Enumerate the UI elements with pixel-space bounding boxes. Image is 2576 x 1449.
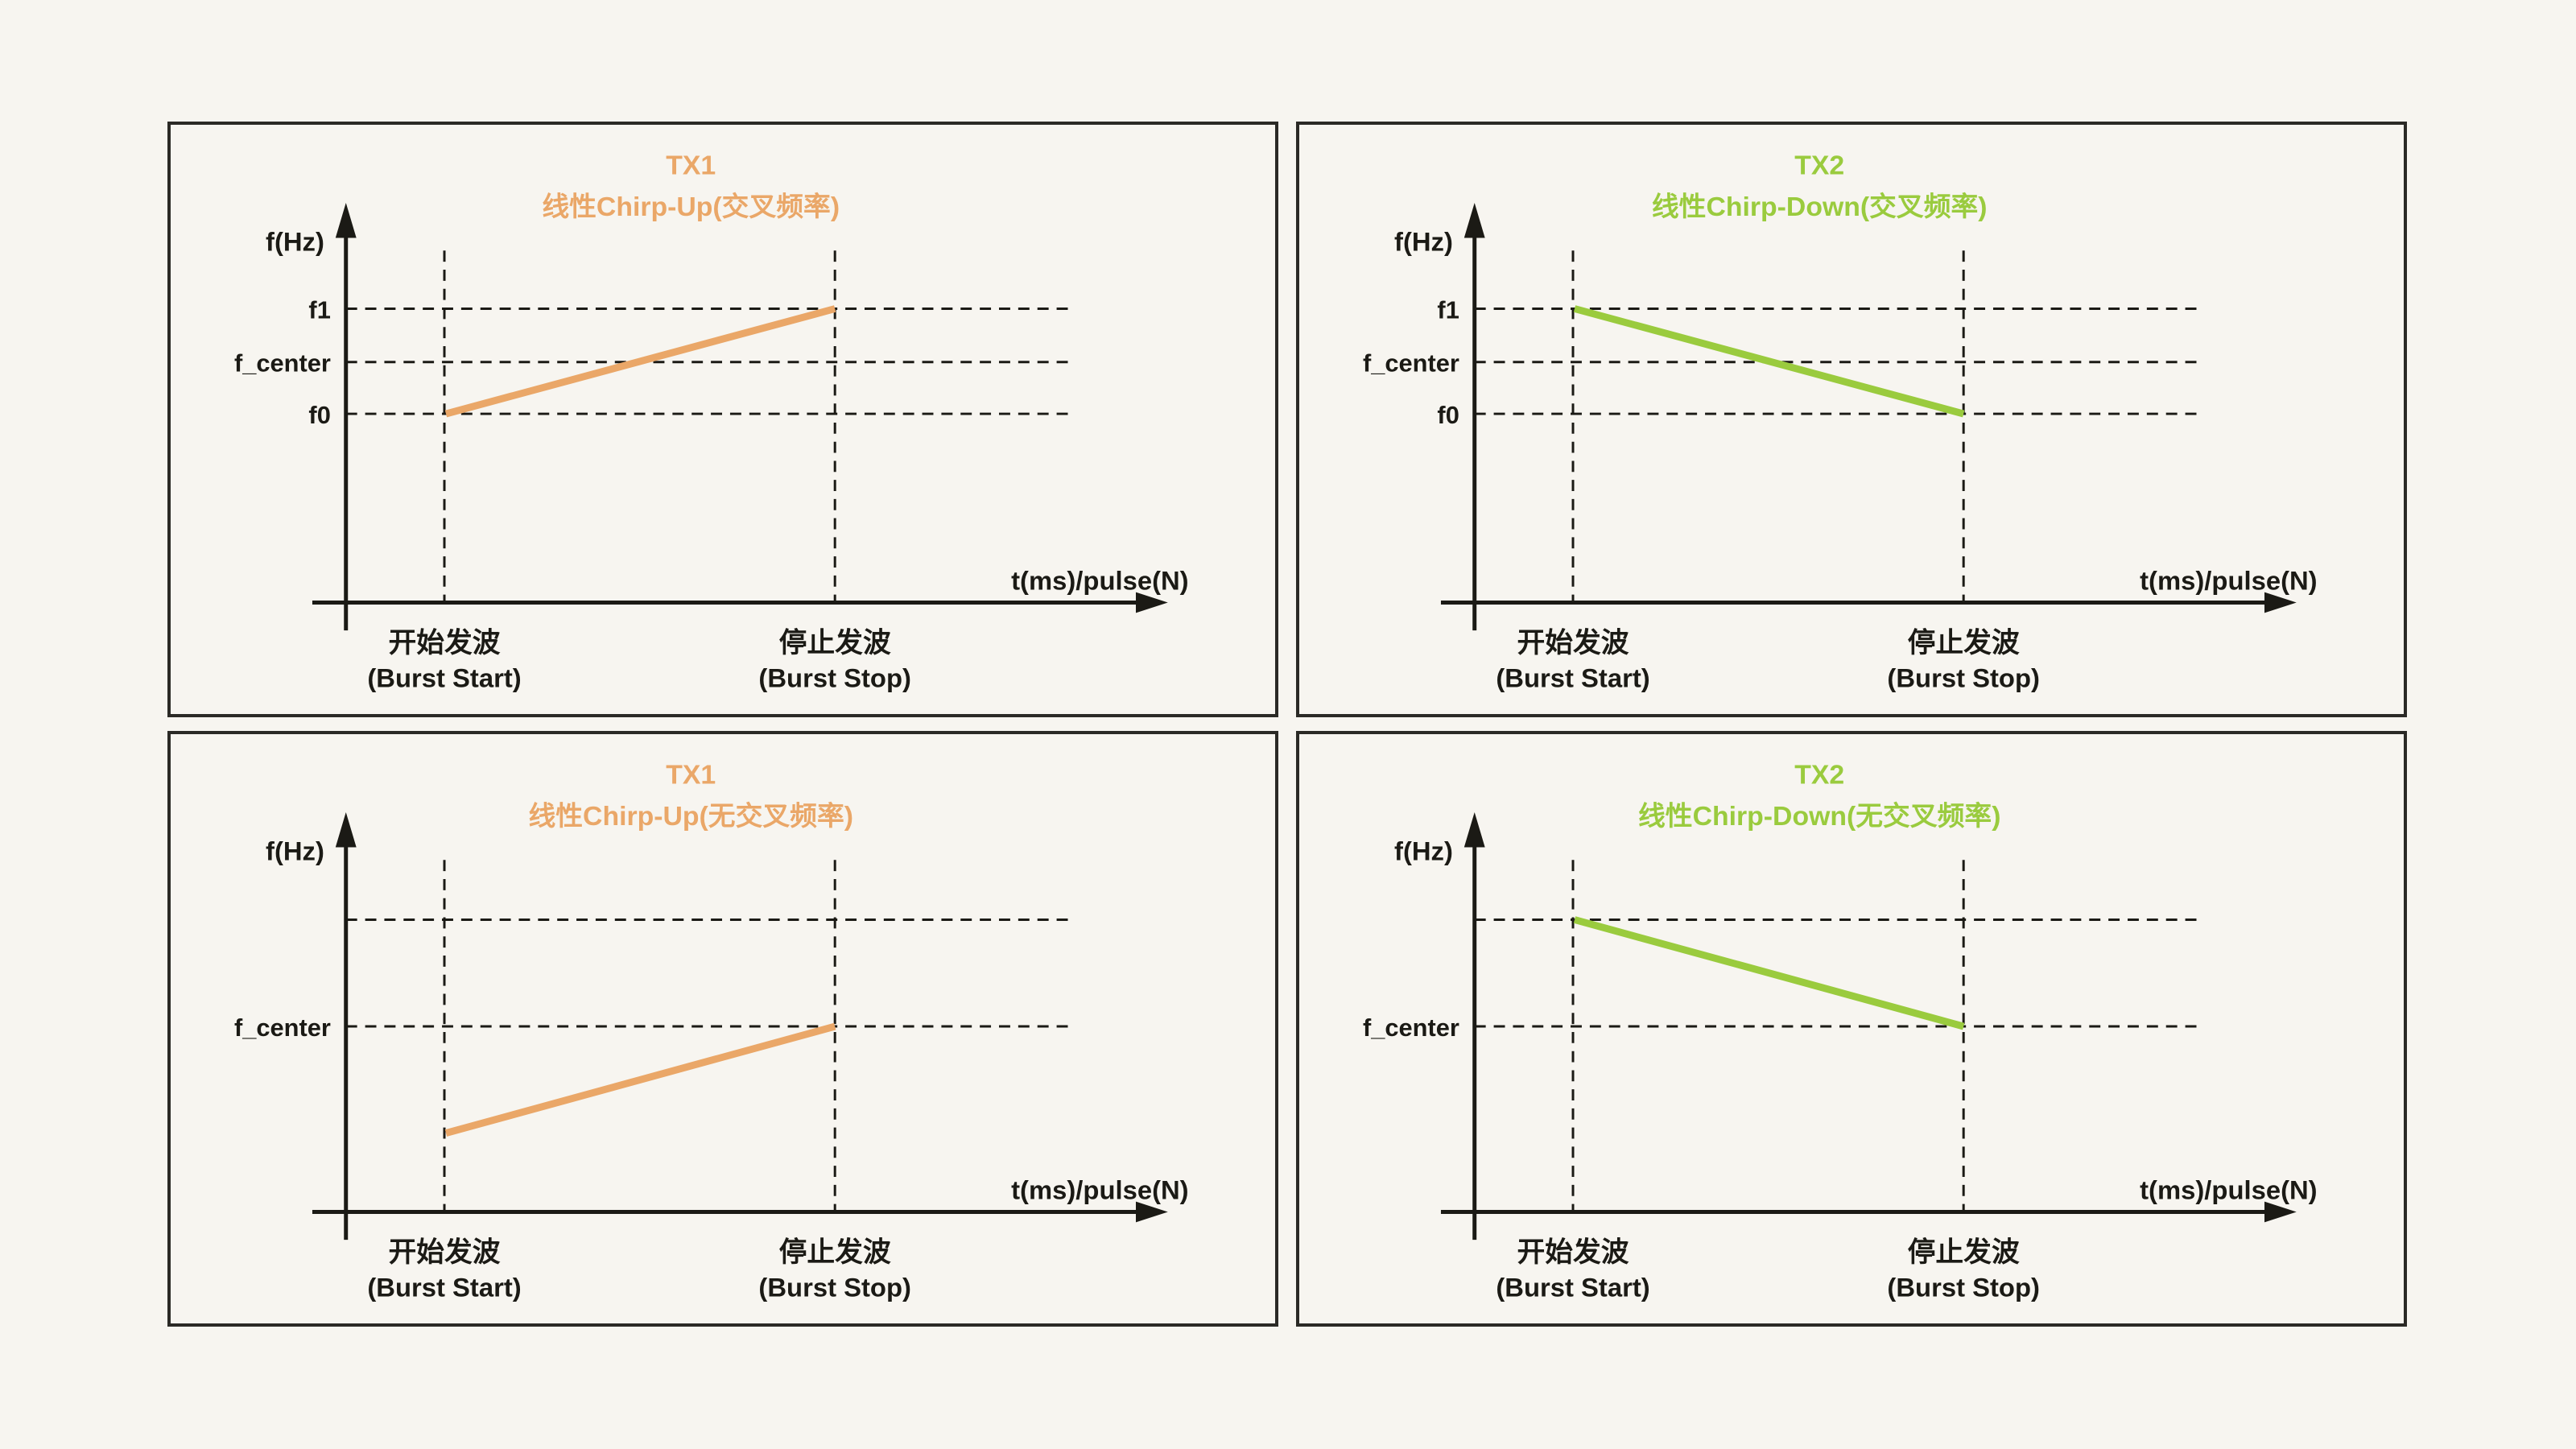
- panel-title-line1: TX2: [1794, 759, 1844, 790]
- burst-start-label-zh: 开始发波: [388, 1236, 500, 1268]
- tick-label-f-center: f_center: [234, 1013, 331, 1042]
- x-axis-label: t(ms)/pulse(N): [2140, 566, 2318, 596]
- y-axis-arrowhead: [335, 811, 357, 848]
- panel-title-line2: 线性Chirp-Up(无交叉频率): [528, 800, 853, 832]
- chirp-plot: TX1 线性Chirp-Up(交叉频率) f(Hz) t(ms)/pulse(N…: [234, 150, 1189, 692]
- y-axis-arrowhead: [1463, 811, 1485, 848]
- burst-stop-label-en: (Burst Stop): [1887, 1272, 2039, 1302]
- tick-label-f0: f0: [1437, 401, 1459, 429]
- chirp-line: [1573, 305, 1965, 418]
- x-axis-label: t(ms)/pulse(N): [1011, 1175, 1189, 1205]
- panel-tx2-chirp-down-noncrossing: TX2 线性Chirp-Down(无交叉频率) f(Hz) t(ms)/puls…: [1296, 731, 2407, 1327]
- y-axis-label: f(Hz): [266, 226, 324, 256]
- burst-start-label-zh: 开始发波: [1517, 1236, 1629, 1268]
- x-axis-arrowhead: [1136, 592, 1168, 613]
- chirp-line: [444, 1022, 836, 1137]
- y-axis-label: f(Hz): [266, 836, 324, 865]
- chirp-line: [444, 305, 836, 418]
- burst-start-label-zh: 开始发波: [388, 627, 500, 658]
- y-axis-arrowhead: [335, 202, 357, 238]
- burst-start-label-en: (Burst Start): [367, 663, 521, 692]
- panel-tx2-chirp-down-crossing: TX2 线性Chirp-Down(交叉频率) f(Hz) t(ms)/pulse…: [1296, 122, 2407, 717]
- burst-stop-label-zh: 停止发波: [779, 1236, 891, 1268]
- chirp-plot: TX2 线性Chirp-Down(交叉频率) f(Hz) t(ms)/pulse…: [1363, 150, 2318, 692]
- panel-title-line2: 线性Chirp-Up(交叉频率): [542, 191, 840, 222]
- burst-stop-label-en: (Burst Stop): [1887, 663, 2039, 692]
- panel-title-line2: 线性Chirp-Down(无交叉频率): [1638, 800, 2000, 832]
- y-axis-label: f(Hz): [1394, 226, 1453, 256]
- burst-start-label-en: (Burst Start): [1496, 1272, 1649, 1302]
- x-axis-label: t(ms)/pulse(N): [2140, 1175, 2318, 1205]
- tick-label-f1: f1: [1437, 295, 1459, 324]
- x-axis-label: t(ms)/pulse(N): [1011, 566, 1189, 596]
- x-axis-arrowhead: [2264, 592, 2297, 613]
- burst-stop-label-zh: 停止发波: [779, 627, 891, 658]
- x-axis-arrowhead: [2264, 1201, 2297, 1223]
- burst-stop-label-en: (Burst Stop): [758, 663, 910, 692]
- y-axis-label: f(Hz): [1394, 836, 1453, 865]
- chirp-plot: TX1 线性Chirp-Up(无交叉频率) f(Hz) t(ms)/pulse(…: [234, 759, 1189, 1302]
- x-axis-arrowhead: [1136, 1201, 1168, 1223]
- burst-start-label-en: (Burst Start): [367, 1272, 521, 1302]
- chirp-line: [1573, 916, 1965, 1030]
- tick-label-f-center: f_center: [234, 349, 331, 378]
- burst-start-label-zh: 开始发波: [1517, 627, 1629, 658]
- panel-title-line1: TX1: [666, 150, 716, 180]
- tick-label-f0: f0: [308, 401, 330, 429]
- panel-title-line1: TX2: [1794, 150, 1844, 180]
- panel-title-line2: 线性Chirp-Down(交叉频率): [1652, 191, 1988, 222]
- y-axis-arrowhead: [1463, 202, 1485, 238]
- burst-stop-label-zh: 停止发波: [1908, 627, 2020, 658]
- panel-tx1-chirp-up-noncrossing: TX1 线性Chirp-Up(无交叉频率) f(Hz) t(ms)/pulse(…: [167, 731, 1278, 1327]
- burst-stop-label-zh: 停止发波: [1908, 1236, 2020, 1268]
- tick-label-f-center: f_center: [1363, 1013, 1459, 1042]
- panel-tx1-chirp-up-crossing: TX1 线性Chirp-Up(交叉频率) f(Hz) t(ms)/pulse(N…: [167, 122, 1278, 717]
- burst-start-label-en: (Burst Start): [1496, 663, 1649, 692]
- tick-label-f1: f1: [308, 295, 330, 324]
- tick-label-f-center: f_center: [1363, 349, 1459, 378]
- panel-title-line1: TX1: [666, 759, 716, 790]
- burst-stop-label-en: (Burst Stop): [758, 1272, 910, 1302]
- chirp-plot: TX2 线性Chirp-Down(无交叉频率) f(Hz) t(ms)/puls…: [1363, 759, 2318, 1302]
